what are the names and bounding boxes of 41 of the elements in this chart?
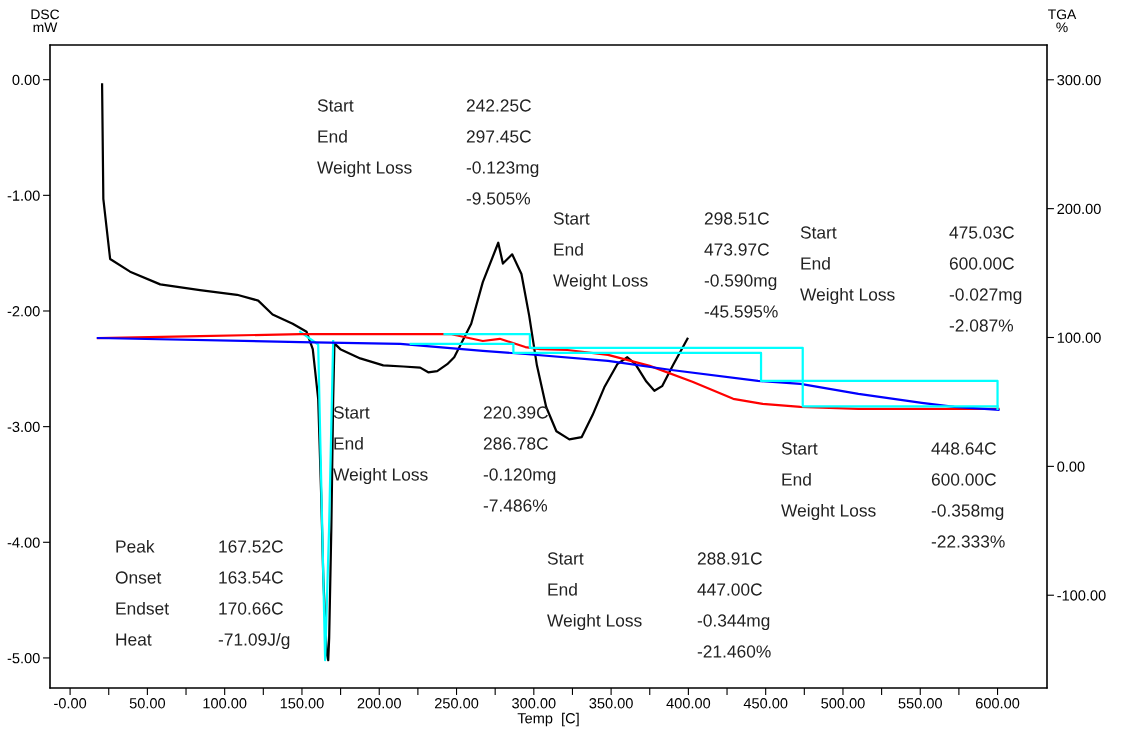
x-tick-label: 550.00 xyxy=(898,698,942,709)
x-tick-label: 400.00 xyxy=(666,698,711,709)
annotation: Start End Weight Loss xyxy=(781,442,876,521)
annotation: 448.64C 600.00C -0.358mg -22.333% xyxy=(931,442,1005,548)
y-tick-label: -5.00 xyxy=(7,653,40,664)
y-tick-label: 0.00 xyxy=(12,74,40,86)
annotation: 298.51C 473.97C -0.590mg -45.595% xyxy=(704,212,778,318)
annotation: 167.52C 163.54C 170.66C -71.09J/g xyxy=(218,540,290,650)
x-tick-label: 500.00 xyxy=(821,698,865,709)
annotation: Start End Weight Loss xyxy=(547,552,642,631)
annotation: 220.39C 286.78C -0.120mg -7.486% xyxy=(483,406,556,512)
y-tick-label: -2.00 xyxy=(7,306,40,317)
x-tick-label: -0.00 xyxy=(54,698,87,709)
x-tick-label: 450.00 xyxy=(743,698,788,709)
annotation: 288.91C 447.00C -0.344mg -21.460% xyxy=(697,552,771,658)
y2-tick-label: 300.00 xyxy=(1057,74,1101,86)
y-tick-label: -3.00 xyxy=(7,421,40,433)
annotation: Start End Weight Loss xyxy=(800,226,895,305)
x-axis-title: Temp [C] xyxy=(517,712,579,727)
y2-tick-label: 100.00 xyxy=(1057,332,1101,343)
x-tick-label: 200.00 xyxy=(357,698,401,709)
annotation: Start End Weight Loss xyxy=(553,212,648,291)
annotation: 242.25C 297.45C -0.123mg -9.505% xyxy=(466,99,539,205)
x-tick-label: 600.00 xyxy=(975,698,1020,709)
y2-tick-label: -100.00 xyxy=(1057,590,1106,601)
annotation: 475.03C 600.00C -0.027mg -2.087% xyxy=(949,226,1022,332)
y2-axis-title: TGA % xyxy=(1048,9,1077,33)
annotation: Start End Weight Loss xyxy=(317,99,412,178)
y-axis-title: DSC mW xyxy=(31,9,60,33)
y-tick-label: -4.00 xyxy=(7,537,40,548)
annotation: Start End Weight Loss xyxy=(333,406,428,485)
x-tick-label: 50.00 xyxy=(129,698,166,709)
y2-tick-label: 0.00 xyxy=(1057,461,1085,472)
x-tick-label: 100.00 xyxy=(203,698,247,709)
x-tick-label: 350.00 xyxy=(589,698,633,709)
x-tick-label: 300.00 xyxy=(512,698,556,709)
y2-tick-label: 200.00 xyxy=(1057,203,1101,215)
annotation: Peak Onset Endset Heat xyxy=(115,539,169,646)
x-tick-label: 250.00 xyxy=(434,698,479,709)
y-tick-label: -1.00 xyxy=(7,190,40,201)
x-tick-label: 150.00 xyxy=(280,698,324,709)
